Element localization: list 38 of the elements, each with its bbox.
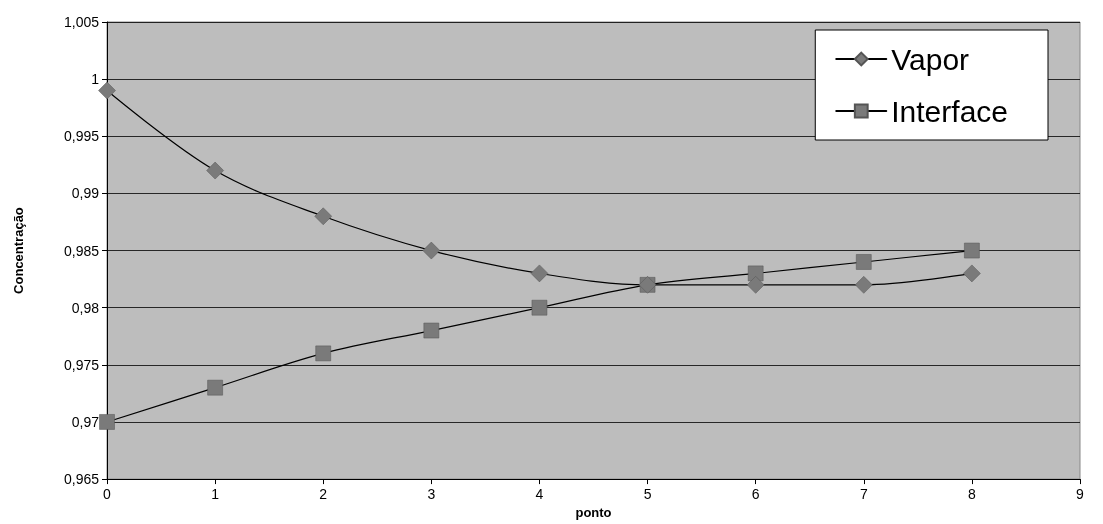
legend-label: Interface — [891, 94, 1008, 128]
x-axis-title: ponto — [575, 505, 612, 520]
y-tick-label: 0,985 — [63, 242, 100, 259]
y-axis-title: Concentração — [11, 207, 26, 294]
point — [99, 414, 115, 430]
point — [207, 379, 223, 396]
point — [423, 322, 440, 339]
y-tick-label: 0,97 — [71, 413, 100, 430]
point — [530, 264, 549, 283]
y-tick-label: 1 — [91, 71, 100, 88]
point — [963, 264, 981, 283]
y-tick-label: 0,995 — [63, 128, 100, 145]
y-tick-label: 0,975 — [63, 356, 100, 373]
point — [856, 254, 872, 270]
point — [855, 276, 873, 294]
x-tick-label: 4 — [535, 486, 544, 503]
x-tick-label: 3 — [427, 486, 436, 503]
x-tick-label: 7 — [859, 486, 868, 503]
point — [964, 242, 980, 259]
point — [746, 276, 765, 294]
x-tick-label: 9 — [1076, 486, 1085, 503]
point — [422, 241, 441, 260]
y-tick-label: 0,99 — [71, 185, 100, 202]
x-tick-label: 1 — [211, 486, 220, 503]
x-tick-label: 8 — [967, 486, 976, 503]
point — [314, 207, 332, 226]
point — [531, 299, 548, 316]
x-tick-label: 2 — [319, 486, 328, 503]
y-tick-label: 1,005 — [63, 14, 100, 30]
point — [98, 81, 116, 100]
x-tick-label: 6 — [751, 486, 760, 503]
x-tick-label: 5 — [643, 486, 652, 503]
y-tick-label: 0,98 — [71, 299, 100, 316]
point — [206, 161, 224, 180]
y-tick-label: 0,965 — [63, 471, 100, 488]
legend-label: Vapor — [891, 42, 970, 76]
x-tick-label: 0 — [103, 486, 112, 503]
point — [315, 345, 331, 362]
